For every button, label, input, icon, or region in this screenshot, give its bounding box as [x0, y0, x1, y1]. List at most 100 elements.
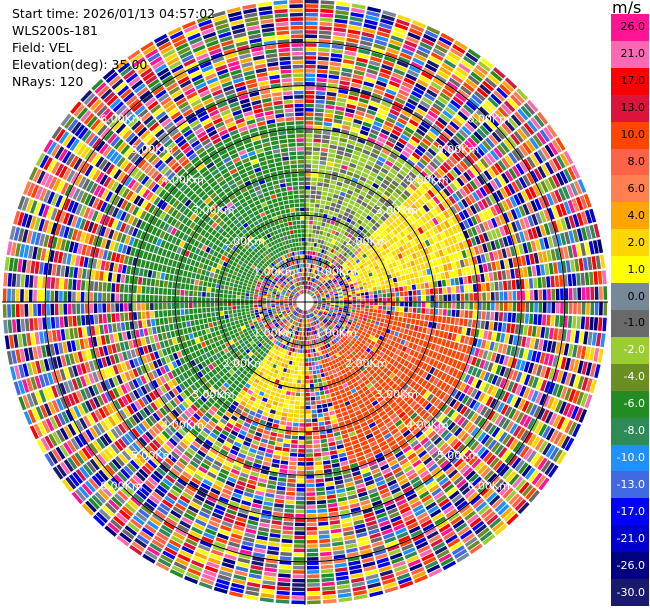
velocity-gate [503, 185, 512, 197]
velocity-gate [335, 324, 340, 329]
velocity-gate [306, 319, 309, 323]
velocity-gate [302, 314, 304, 319]
velocity-gate [400, 365, 406, 373]
velocity-gate [211, 512, 223, 520]
velocity-gate [305, 125, 313, 129]
velocity-gate [547, 464, 559, 478]
velocity-gate [291, 315, 295, 319]
velocity-gate [312, 251, 316, 256]
velocity-gate [427, 147, 437, 157]
velocity-gate [491, 112, 503, 124]
velocity-gate [354, 222, 360, 229]
velocity-gate [305, 211, 310, 216]
velocity-gate [335, 262, 339, 267]
velocity-gate [243, 491, 254, 498]
velocity-gate [385, 475, 395, 483]
velocity-gate [309, 277, 312, 282]
velocity-gate [377, 326, 383, 331]
velocity-gate [319, 290, 323, 294]
velocity-gate [294, 535, 305, 540]
velocity-gate [317, 347, 321, 352]
velocity-gate [470, 346, 476, 356]
velocity-gate [302, 345, 305, 349]
velocity-gate [261, 415, 268, 421]
velocity-gate [478, 106, 490, 117]
velocity-gate [499, 187, 508, 199]
velocity-gate [330, 524, 341, 530]
velocity-gate [504, 259, 510, 269]
velocity-gate [425, 308, 430, 315]
velocity-gate [177, 524, 190, 533]
velocity-gate [547, 289, 551, 301]
velocity-gate [316, 275, 320, 280]
velocity-gate [412, 403, 421, 411]
velocity-gate [337, 278, 342, 283]
velocity-gate [401, 510, 413, 519]
velocity-gate [409, 94, 420, 103]
velocity-gate [382, 392, 389, 399]
velocity-gate [320, 291, 324, 294]
velocity-gate [321, 443, 328, 448]
velocity-gate [505, 421, 515, 433]
velocity-gate [313, 379, 318, 383]
velocity-gate [515, 232, 522, 244]
velocity-gate [305, 427, 312, 432]
velocity-gate [404, 302, 409, 307]
velocity-gate [259, 597, 274, 603]
velocity-gate [374, 333, 380, 339]
velocity-gate [317, 374, 321, 379]
velocity-gate [484, 321, 490, 330]
velocity-gate [494, 227, 502, 238]
velocity-gate [581, 227, 588, 241]
velocity-gate [363, 117, 374, 124]
velocity-gate [223, 484, 234, 492]
velocity-gate [322, 403, 328, 408]
velocity-gate [460, 335, 466, 344]
velocity-gate [254, 494, 264, 501]
velocity-gate [271, 520, 282, 526]
velocity-gate [518, 243, 525, 255]
velocity-gate [360, 348, 365, 354]
velocity-gate [345, 254, 350, 259]
velocity-gate [260, 361, 265, 367]
velocity-gate [538, 440, 548, 454]
velocity-gate [315, 308, 320, 311]
velocity-gate [316, 320, 319, 324]
velocity-gate [451, 152, 461, 162]
velocity-gate [358, 225, 364, 231]
velocity-gate [452, 135, 463, 145]
velocity-gate [531, 472, 543, 486]
velocity-gate [314, 357, 318, 361]
velocity-gate [344, 259, 350, 264]
velocity-gate [288, 342, 292, 347]
velocity-gate [432, 103, 444, 112]
velocity-gate [333, 554, 346, 560]
velocity-gate [347, 139, 356, 146]
velocity-gate [451, 359, 458, 368]
velocity-gate [305, 4, 319, 8]
velocity-gate [433, 170, 442, 180]
velocity-gate [321, 336, 325, 341]
velocity-gate [310, 242, 314, 247]
velocity-gate [321, 315, 325, 319]
velocity-gate [362, 386, 369, 392]
velocity-gate [332, 423, 339, 429]
velocity-gate [470, 116, 481, 127]
velocity-gate [253, 552, 265, 558]
velocity-gate [410, 231, 417, 239]
velocity-gate [389, 315, 394, 321]
velocity-gate [352, 392, 359, 398]
velocity-gate [418, 397, 426, 405]
velocity-gate [217, 421, 225, 429]
velocity-gate [552, 220, 559, 233]
velocity-gate [330, 298, 335, 301]
velocity-gate [486, 208, 494, 218]
velocity-gate [306, 552, 319, 557]
velocity-gate [331, 340, 336, 345]
velocity-gate [423, 391, 431, 399]
velocity-gate [313, 316, 317, 320]
velocity-gate [513, 130, 524, 143]
velocity-gate [505, 436, 515, 448]
velocity-gate [467, 75, 480, 86]
velocity-gate [401, 403, 409, 411]
